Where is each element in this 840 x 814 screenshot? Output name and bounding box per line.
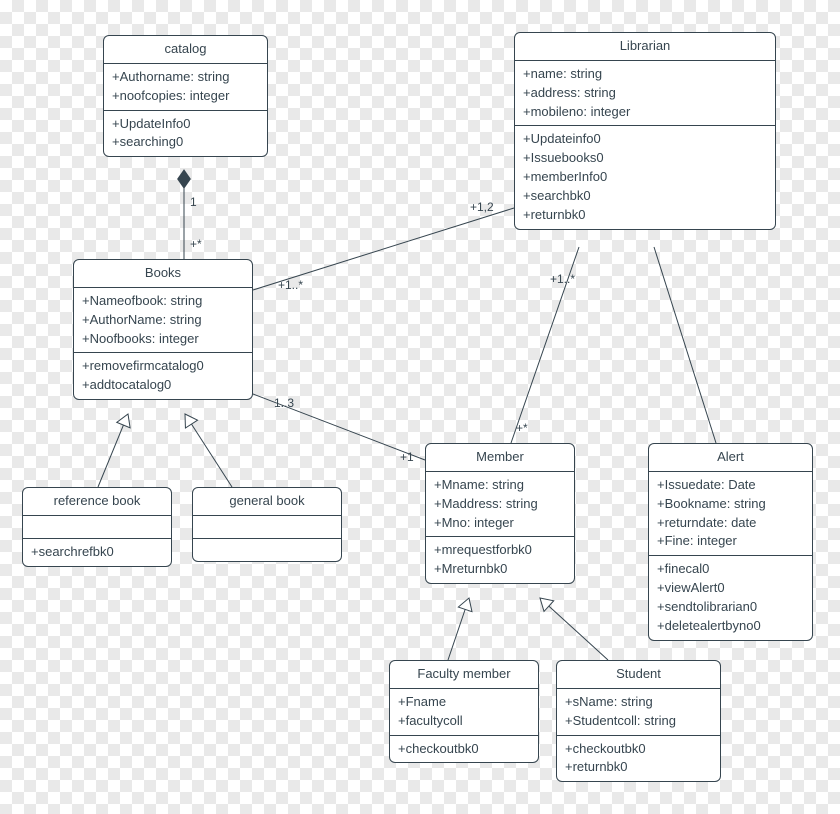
attribute-row: +Maddress: string xyxy=(434,495,566,514)
attribute-row: +Fname xyxy=(398,693,530,712)
operation-row: +searching0 xyxy=(112,133,259,152)
class-alert[interactable]: Alert+Issuedate: Date+Bookname: string+r… xyxy=(648,443,813,641)
class-catalog[interactable]: catalog+Authorname: string+noofcopies: i… xyxy=(103,35,268,157)
attribute-row: +Bookname: string xyxy=(657,495,804,514)
class-title: catalog xyxy=(104,36,267,64)
operation-row: +returnbk0 xyxy=(523,206,767,225)
class-student[interactable]: Student+sName: string+Studentcoll: strin… xyxy=(556,660,721,782)
class-title: Librarian xyxy=(515,33,775,61)
operation-row: +Mreturnbk0 xyxy=(434,560,566,579)
class-general[interactable]: general book xyxy=(192,487,342,562)
class-operations: +checkoutbk0+returnbk0 xyxy=(557,736,720,782)
operation-row: +checkoutbk0 xyxy=(565,740,712,759)
class-operations: +searchrefbk0 xyxy=(23,539,171,566)
attribute-row: +Fine: integer xyxy=(657,532,804,551)
attribute-row: +Authorname: string xyxy=(112,68,259,87)
attribute-row: +name: string xyxy=(523,65,767,84)
class-title: Member xyxy=(426,444,574,472)
operation-row: +searchbk0 xyxy=(523,187,767,206)
operation-row: +searchrefbk0 xyxy=(31,543,163,562)
operation-row: +Issuebooks0 xyxy=(523,149,767,168)
class-operations: +UpdateInfo0+searching0 xyxy=(104,111,267,157)
multiplicity-label: +1 xyxy=(400,450,414,464)
attribute-row: +Nameofbook: string xyxy=(82,292,244,311)
class-attributes: +Mname: string+Maddress: string+Mno: int… xyxy=(426,472,574,538)
attribute-row: +AuthorName: string xyxy=(82,311,244,330)
operation-row: +Updateinfo0 xyxy=(523,130,767,149)
class-faculty[interactable]: Faculty member+Fname+facultycoll+checkou… xyxy=(389,660,539,763)
class-librarian[interactable]: Librarian+name: string+address: string+m… xyxy=(514,32,776,230)
class-title: Faculty member xyxy=(390,661,538,689)
operation-row: +addtocatalog0 xyxy=(82,376,244,395)
operation-row: +removefirmcatalog0 xyxy=(82,357,244,376)
class-attributes: +Authorname: string+noofcopies: integer xyxy=(104,64,267,111)
class-attributes: +name: string+address: string+mobileno: … xyxy=(515,61,775,127)
multiplicity-label: 1..3 xyxy=(274,396,294,410)
operation-row: +memberInfo0 xyxy=(523,168,767,187)
multiplicity-label: +1..* xyxy=(550,272,575,286)
attribute-row: +Mno: integer xyxy=(434,514,566,533)
class-reference[interactable]: reference book +searchrefbk0 xyxy=(22,487,172,567)
attribute-row: +returndate: date xyxy=(657,514,804,533)
operation-row: +mrequestforbk0 xyxy=(434,541,566,560)
class-title: reference book xyxy=(23,488,171,516)
operation-row: +finecal0 xyxy=(657,560,804,579)
multiplicity-label: +* xyxy=(190,237,202,251)
attribute-row: +facultycoll xyxy=(398,712,530,731)
class-attributes: +Issuedate: Date+Bookname: string+return… xyxy=(649,472,812,556)
operation-row: +checkoutbk0 xyxy=(398,740,530,759)
class-operations: +removefirmcatalog0+addtocatalog0 xyxy=(74,353,252,399)
class-operations: +checkoutbk0 xyxy=(390,736,538,763)
class-member[interactable]: Member+Mname: string+Maddress: string+Mn… xyxy=(425,443,575,584)
multiplicity-label: 1 xyxy=(190,195,197,209)
attribute-row: +Issuedate: Date xyxy=(657,476,804,495)
operation-row: +returnbk0 xyxy=(565,758,712,777)
class-attributes: +Fname+facultycoll xyxy=(390,689,538,736)
class-attributes: +Nameofbook: string+AuthorName: string+N… xyxy=(74,288,252,354)
attribute-row: +noofcopies: integer xyxy=(112,87,259,106)
class-operations: +Updateinfo0+Issuebooks0+memberInfo0+sea… xyxy=(515,126,775,228)
operation-row: +sendtolibrarian0 xyxy=(657,598,804,617)
class-operations: +mrequestforbk0+Mreturnbk0 xyxy=(426,537,574,583)
class-attributes: +sName: string+Studentcoll: string xyxy=(557,689,720,736)
attribute-row: +Noofbooks: integer xyxy=(82,330,244,349)
class-title: Books xyxy=(74,260,252,288)
class-title: Alert xyxy=(649,444,812,472)
multiplicity-label: +* xyxy=(516,421,528,435)
class-books[interactable]: Books+Nameofbook: string+AuthorName: str… xyxy=(73,259,253,400)
multiplicity-label: +1,2 xyxy=(470,200,494,214)
attribute-row: +address: string xyxy=(523,84,767,103)
operation-row: +UpdateInfo0 xyxy=(112,115,259,134)
class-title: general book xyxy=(193,488,341,516)
class-title: Student xyxy=(557,661,720,689)
class-attributes xyxy=(23,516,171,539)
operation-row: +deletealertbyno0 xyxy=(657,617,804,636)
operation-row: +viewAlert0 xyxy=(657,579,804,598)
attribute-row: +sName: string xyxy=(565,693,712,712)
class-attributes xyxy=(193,516,341,539)
class-operations: +finecal0+viewAlert0+sendtolibrarian0+de… xyxy=(649,556,812,639)
attribute-row: +Studentcoll: string xyxy=(565,712,712,731)
attribute-row: +Mname: string xyxy=(434,476,566,495)
attribute-row: +mobileno: integer xyxy=(523,103,767,122)
multiplicity-label: +1..* xyxy=(278,278,303,292)
class-operations xyxy=(193,539,341,561)
